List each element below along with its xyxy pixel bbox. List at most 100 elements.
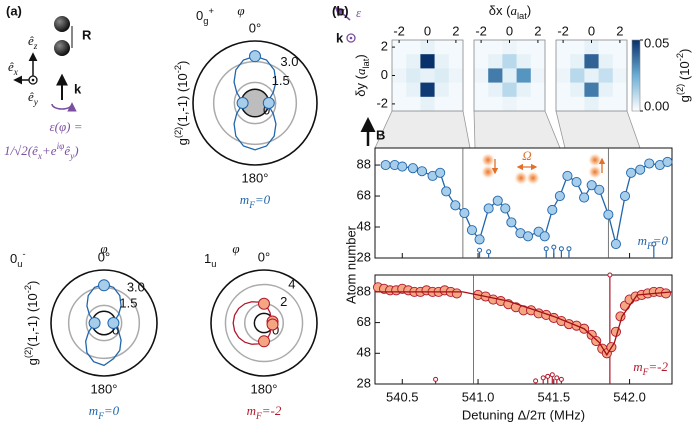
heatmap-cell: [448, 82, 464, 98]
y-axis-label-part: (2): [173, 127, 183, 138]
panel-title-part: 0: [196, 8, 203, 23]
angle-axis-label: φ: [232, 241, 239, 256]
data-point: [594, 184, 605, 195]
r-tick-label: 0: [112, 322, 119, 337]
data-point: [591, 335, 602, 347]
heatmap-cell: [530, 68, 546, 83]
unit-vector-label: êz: [28, 33, 38, 52]
stem-head: [533, 378, 539, 384]
x-tick-label: 2: [534, 23, 541, 38]
heatmap-cell: [584, 82, 599, 98]
heatmap-cell: [516, 68, 532, 83]
y-tick-label: 2: [381, 39, 388, 54]
stem-head: [607, 272, 613, 278]
series-line: [375, 291, 673, 357]
heatmap-cell: [434, 68, 450, 83]
heatmap-cell: [474, 68, 489, 83]
data-point: [459, 208, 470, 219]
legend-label-part: m: [247, 403, 256, 418]
k-label: k: [74, 81, 82, 96]
heatmap-cell: [570, 68, 585, 83]
heatmap-cell: [516, 54, 532, 69]
heatmap-cell: [392, 82, 407, 98]
legend-label-part: F: [97, 412, 104, 422]
panel-title-part: +: [208, 6, 213, 16]
heatmap-cell: [392, 96, 407, 112]
plot-frame: [374, 147, 673, 259]
heatmap-cell: [474, 96, 489, 112]
angle-tick-label: 0°: [258, 249, 270, 264]
heatmap-cell: [448, 68, 464, 83]
data-point: [619, 190, 631, 202]
r-tick-label: 0: [263, 102, 270, 117]
heatmap-cell: [502, 54, 517, 69]
polarization-expr-part: ê: [64, 143, 70, 158]
y-axis-label-part: lat: [361, 58, 371, 68]
stem-head: [540, 375, 546, 381]
polarization-expr: 1/√2(êx+eiφêy): [4, 142, 79, 162]
stem-head: [558, 376, 564, 382]
heatmap-cell: [448, 54, 464, 69]
colorbar-label-part: -2: [675, 53, 685, 61]
panel-title-part: -: [22, 249, 25, 259]
heatmap-cell: [420, 40, 435, 55]
legend-label-part: F: [646, 242, 653, 252]
x-tick-label: 541.0: [462, 389, 495, 404]
angle-tick-label: 0°: [98, 249, 110, 264]
panel-title: 1u: [204, 251, 216, 269]
y-axis-label-part: (2): [23, 347, 33, 358]
heatmap-cell: [598, 40, 614, 55]
data-point: [397, 161, 408, 172]
heatmap-cell: [598, 68, 614, 83]
panel-title-part: u: [211, 259, 216, 269]
data-point: [416, 166, 428, 177]
data-point: [603, 209, 614, 220]
heatmap-cell: [392, 54, 407, 69]
y-axis-label-part: g: [25, 358, 40, 365]
heatmap-cell: [434, 96, 450, 112]
angle-tick-label: 180°: [251, 381, 278, 396]
heatmap-cell: [570, 82, 585, 98]
data-point: [539, 231, 550, 242]
heatmap-cell: [598, 54, 614, 69]
polarization-expr-part: +e: [42, 143, 57, 158]
angle-tick-label: 180°: [91, 381, 118, 396]
y-axis-label-part: a: [353, 68, 368, 75]
stem-head: [558, 246, 564, 252]
x-axis-label: δx (alat): [489, 3, 531, 21]
unit-vector-label-part: z: [33, 42, 38, 52]
data-point: [262, 97, 275, 109]
B-label: B: [376, 127, 385, 142]
data-point: [547, 204, 558, 216]
y-tick-label: 88: [357, 156, 371, 171]
heatmap-cell: [488, 54, 503, 69]
data-point: [466, 225, 478, 236]
data-point: [483, 203, 494, 214]
data-point: [522, 231, 534, 242]
legend-label-part: =0: [653, 233, 669, 248]
k-label: k: [336, 30, 344, 45]
data-point: [107, 317, 120, 329]
legend-label-part: =-2: [262, 403, 282, 418]
y-tick-label: 0: [381, 67, 388, 82]
stem-head: [551, 244, 557, 250]
legend-label-part: m: [638, 233, 647, 248]
heatmap-cell: [584, 96, 599, 112]
data-point: [500, 203, 511, 214]
y-tick-label: 48: [357, 345, 371, 360]
heatmap-cell: [406, 54, 421, 69]
r-tick-label: 2: [280, 294, 287, 309]
colorbar-label: g(2) (10-2): [675, 49, 692, 103]
unit-vector-label-part: x: [13, 68, 19, 78]
unit-vector-label-part: ê: [28, 33, 34, 48]
legend-label: mF=-2: [633, 359, 668, 378]
y-axis-label-part: ): [25, 281, 40, 285]
y-axis-label-part: (1,-1) (10: [25, 293, 40, 346]
x-tick-label: 2: [616, 23, 623, 38]
data-point: [249, 50, 261, 63]
r-tick-label: 0: [272, 322, 279, 337]
stem-head: [486, 249, 492, 255]
heatmap-cell: [420, 82, 435, 98]
data-point: [435, 167, 446, 178]
heatmap-cell: [530, 40, 546, 55]
